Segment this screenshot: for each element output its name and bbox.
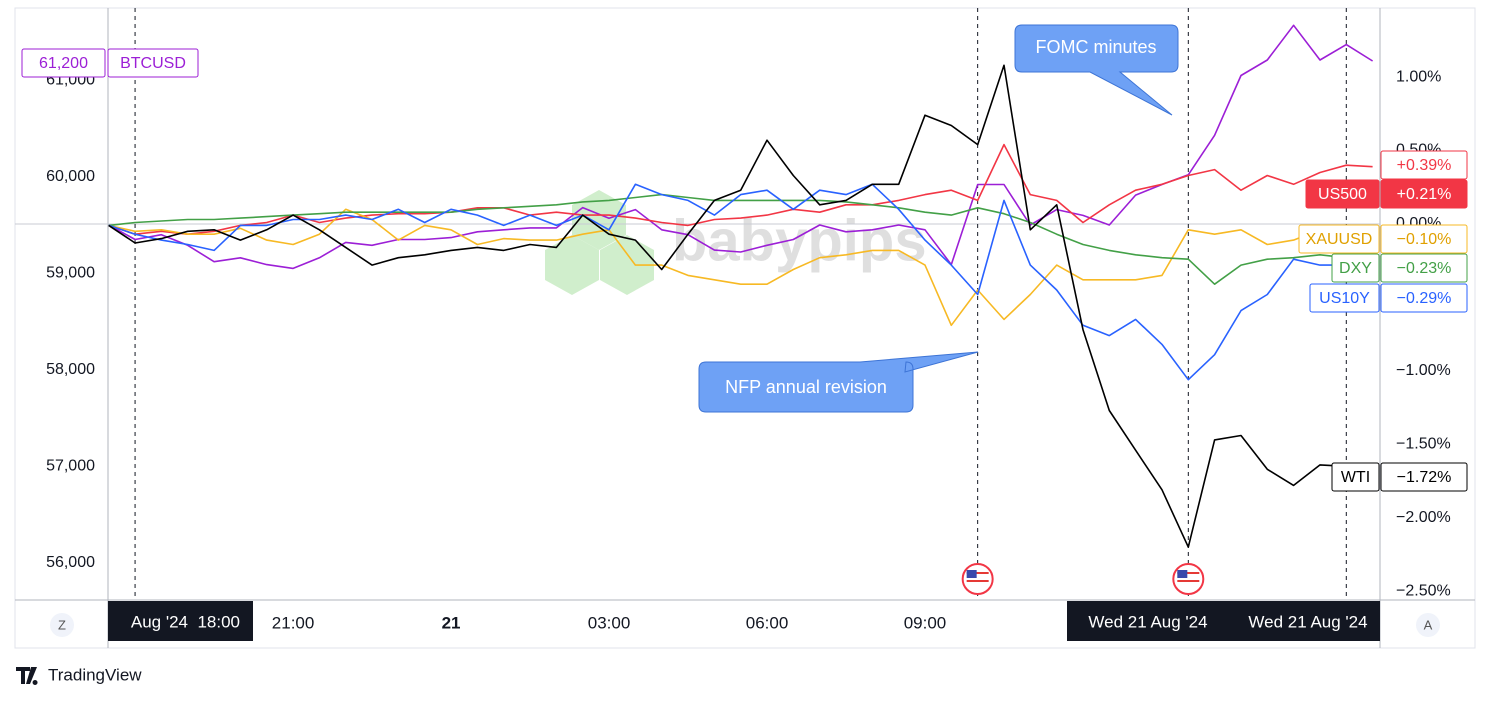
last-value-label: 61,200 xyxy=(39,55,88,72)
legend-label-box xyxy=(1331,253,1380,283)
flag-stripe xyxy=(1177,580,1200,582)
button-label[interactable]: Z xyxy=(58,617,66,632)
last-value-label: −0.29% xyxy=(1397,290,1452,307)
flag-stripe xyxy=(966,572,989,574)
flag-stripe xyxy=(966,584,989,586)
callout-text: FOMC minutes xyxy=(1035,37,1156,57)
flag-stripe xyxy=(966,580,989,582)
legend-label: DXY xyxy=(1339,260,1372,277)
flag-stripe xyxy=(1177,576,1200,578)
y-tick-label: 57,000 xyxy=(46,457,95,474)
watermark-text: babypips xyxy=(672,208,927,273)
flag-stripe xyxy=(1177,572,1200,574)
series-line xyxy=(108,183,1373,381)
brand-logo xyxy=(16,667,38,685)
legend-value-label: +0.21% xyxy=(1397,186,1452,203)
x-tick-label: 09:00 xyxy=(904,613,947,632)
button-label[interactable]: A xyxy=(1424,617,1433,632)
y2-tick-label: −2.50% xyxy=(1396,582,1451,599)
x-highlight-label: Wed 21 Aug '24 xyxy=(1088,612,1207,631)
legend-label: BTCUSD xyxy=(120,55,186,72)
legend-label: US500 xyxy=(1318,186,1367,203)
x-tick-label: 06:00 xyxy=(746,613,789,632)
event-flag xyxy=(961,563,994,595)
legend-label: WTI xyxy=(1341,469,1370,486)
callout-text: NFP annual revision xyxy=(725,377,887,397)
y2-tick-label: −1.00% xyxy=(1396,362,1451,379)
callout-box xyxy=(698,351,979,413)
x-highlight xyxy=(1230,601,1380,641)
last-value-label-box xyxy=(1380,283,1468,313)
flag-stripe xyxy=(1177,584,1200,586)
flag-ring xyxy=(961,563,994,595)
last-value-label: −1.72% xyxy=(1397,469,1452,486)
chart-frame xyxy=(14,7,1476,649)
legend-label: US10Y xyxy=(1319,290,1370,307)
last-value-label: −0.23% xyxy=(1397,260,1452,277)
last-value-label-box xyxy=(1380,224,1468,254)
x-tick-label: 21:00 xyxy=(272,613,315,632)
x-tick-label: 21 xyxy=(442,613,461,632)
button[interactable] xyxy=(1416,613,1440,637)
last-value-label-box xyxy=(1380,462,1468,492)
legend-label: XAUUSD xyxy=(1306,231,1373,248)
flag-stripe xyxy=(966,576,989,578)
event-flag xyxy=(1172,563,1205,595)
watermark: babypips xyxy=(545,190,927,295)
last-value-label: +0.39% xyxy=(1397,157,1452,174)
last-value-label-box xyxy=(21,48,106,78)
legend-label-box xyxy=(1298,224,1380,254)
y-tick-label: 59,000 xyxy=(46,264,95,281)
series-line xyxy=(108,193,1373,285)
y2-tick-label: −2.00% xyxy=(1396,509,1451,526)
legend-label-box xyxy=(107,48,199,78)
y2-tick-label: −1.50% xyxy=(1396,436,1451,453)
flag-ring xyxy=(1172,563,1205,595)
callout-box xyxy=(1014,24,1179,116)
flag-canton xyxy=(966,570,977,578)
x-highlight xyxy=(1067,601,1230,641)
series-line xyxy=(108,143,1373,235)
legend-label-box xyxy=(1305,179,1380,209)
last-value-label-box xyxy=(1380,253,1468,283)
last-value-label: −0.10% xyxy=(1397,231,1452,248)
legend-label-box xyxy=(1309,283,1380,313)
x-highlight xyxy=(108,601,253,641)
x-tick-label: 03:00 xyxy=(588,613,631,632)
legend-value-label-box xyxy=(1380,179,1468,209)
y2-tick-label: 1.00% xyxy=(1396,68,1441,85)
button[interactable] xyxy=(50,613,74,637)
x-highlight-label: Wed 21 Aug '24 xyxy=(1248,612,1367,631)
y-tick-label: 58,000 xyxy=(46,361,95,378)
y-tick-label: 56,000 xyxy=(46,554,95,571)
last-value-label-box xyxy=(1380,150,1468,180)
brand: TradingView xyxy=(48,665,142,684)
y-tick-label: 60,000 xyxy=(46,168,95,185)
series-line xyxy=(108,208,1373,327)
legend-label-box xyxy=(1331,462,1380,492)
series-line xyxy=(108,64,1373,548)
x-highlight-label: Aug '24 18:00 xyxy=(131,612,240,631)
flag-canton xyxy=(1177,570,1188,578)
